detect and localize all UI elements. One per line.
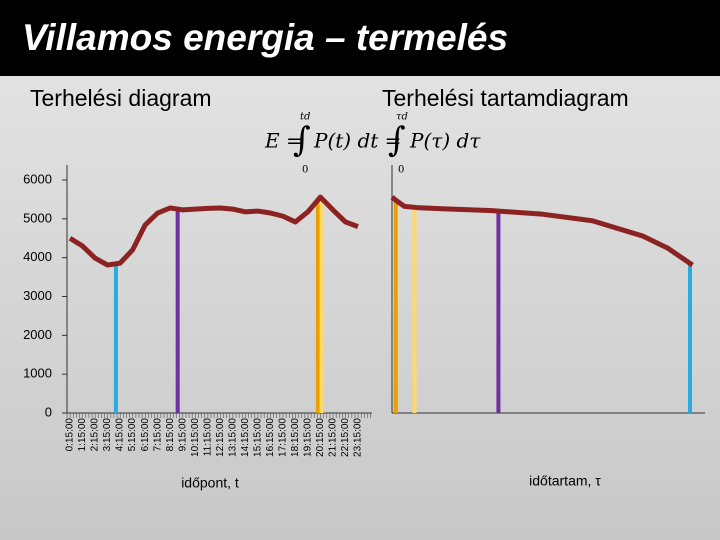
x-tick-label: 5:15:00 — [127, 418, 138, 452]
x-tick-label: 20:15:00 — [315, 418, 326, 457]
x-tick-label: 4:15:00 — [115, 418, 126, 452]
x-tick-label: 14:15:00 — [240, 418, 251, 457]
formula-part: P(t) dt = — [313, 129, 401, 153]
x-tick-label: 16:15:00 — [265, 418, 276, 457]
x-tick-label: 8:15:00 — [165, 418, 176, 452]
load-curve — [68, 194, 359, 268]
x-tick-label: 12:15:00 — [215, 418, 226, 457]
formula: E = ∫ td 0 P(t) dt = ∫ τd 0 P(τ) dτ — [264, 112, 481, 176]
x-tick-label: 6:15:00 — [140, 418, 151, 452]
slide-title: Villamos energia – termelés — [22, 17, 508, 58]
x-tick-label: 7:15:00 — [152, 418, 163, 452]
y-tick-label: 1000 — [23, 366, 52, 381]
x-tick-label: 22:15:00 — [340, 418, 351, 457]
x-tick-label: 11:15:00 — [202, 418, 213, 457]
x-tick-label: 1:15:00 — [77, 418, 88, 452]
x-tick-label: 23:15:00 — [353, 418, 364, 457]
x-axis-title: időtartam, τ — [529, 473, 601, 489]
duration-curve — [390, 195, 694, 268]
y-tick-label: 0 — [45, 404, 52, 419]
y-tick-label: 6000 — [23, 171, 52, 186]
x-tick-label: 0:15:00 — [65, 418, 76, 452]
x-tick-label: 15:15:00 — [252, 418, 263, 457]
x-tick-label: 18:15:00 — [290, 418, 301, 457]
integral-sign: ∫ — [293, 120, 311, 160]
y-tick-label: 4000 — [23, 249, 52, 264]
y-tick-label: 2000 — [23, 327, 52, 342]
x-tick-label: 10:15:00 — [190, 418, 201, 457]
x-tick-label: 3:15:00 — [102, 418, 113, 452]
formula-part: P(τ) dτ — [409, 129, 481, 153]
integral-sign: ∫ — [388, 120, 406, 160]
x-tick-label: 17:15:00 — [277, 418, 288, 457]
formula-upper: td — [300, 112, 310, 123]
chart-title: Terhelési diagram — [30, 85, 212, 111]
title-bar — [0, 0, 720, 76]
y-tick-label: 5000 — [23, 210, 52, 225]
x-axis-title: időpont, t — [181, 475, 239, 491]
x-tick-label: 13:15:00 — [227, 418, 238, 457]
x-tick-label: 2:15:00 — [90, 418, 101, 452]
formula-part: E = — [264, 129, 303, 153]
formula-lower: 0 — [398, 165, 404, 176]
y-tick-label: 3000 — [23, 288, 52, 303]
x-tick-label: 9:15:00 — [177, 418, 188, 452]
formula-upper: τd — [396, 112, 408, 123]
formula-lower: 0 — [302, 165, 308, 176]
chart-title: Terhelési tartamdiagram — [382, 85, 629, 111]
x-tick-label: 21:15:00 — [328, 418, 339, 457]
x-tick-label: 19:15:00 — [303, 418, 314, 457]
